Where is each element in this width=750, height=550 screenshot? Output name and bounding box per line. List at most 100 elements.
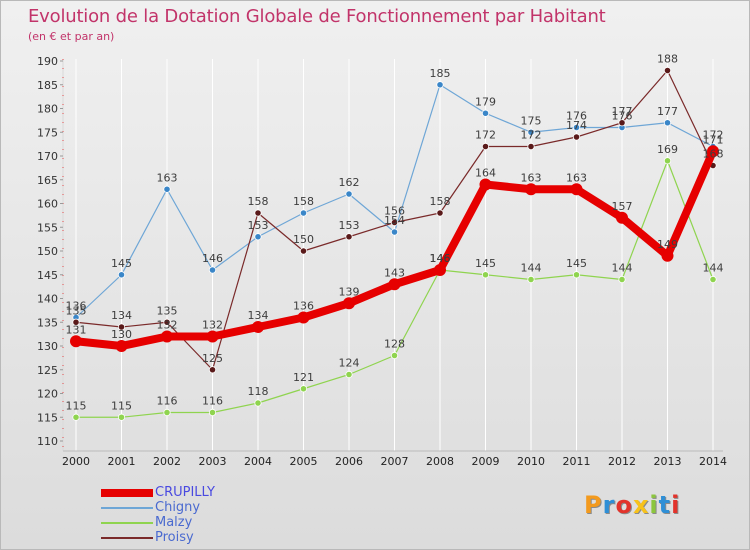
data-point-crupilly-2010 — [525, 183, 537, 196]
y-tick-label-160: 160 — [37, 198, 58, 211]
legend-swatch-chigny — [101, 507, 153, 509]
data-point-chigny-2003 — [208, 266, 217, 274]
y-tick-label-175: 175 — [37, 126, 58, 139]
data-label-crupilly-2005: 136 — [293, 300, 314, 313]
y-tick-label-170: 170 — [37, 150, 58, 163]
logo-letter: i — [671, 491, 681, 519]
data-label-chigny-2008: 185 — [430, 67, 451, 80]
data-point-malzy-2012 — [618, 275, 626, 284]
logo-letter: i — [649, 491, 659, 519]
x-tick-label-2001: 2001 — [108, 455, 136, 468]
data-point-proisy-2009 — [481, 142, 490, 151]
y-tick-label-155: 155 — [37, 221, 58, 234]
y-tick-label-140: 140 — [37, 293, 58, 306]
data-point-crupilly-2001 — [115, 340, 128, 352]
data-point-chigny-2009 — [481, 109, 490, 117]
data-label-proisy-2011: 174 — [566, 119, 587, 132]
data-label-malzy-2006: 124 — [339, 357, 360, 370]
data-point-crupilly-2005 — [297, 311, 310, 324]
data-label-crupilly-2002: 132 — [157, 319, 178, 332]
series-layer — [70, 66, 719, 421]
data-point-proisy-2005 — [299, 247, 308, 255]
data-label-proisy-2006: 153 — [339, 219, 360, 232]
data-point-malzy-2010 — [527, 275, 535, 284]
data-point-crupilly-2009 — [479, 178, 492, 191]
data-point-malzy-2005 — [299, 385, 308, 393]
data-point-malzy-2003 — [208, 408, 217, 417]
data-point-crupilly-2011 — [570, 183, 583, 196]
data-point-crupilly-2000 — [70, 335, 82, 348]
data-label-proisy-2009: 172 — [475, 129, 496, 142]
data-label-chigny-2005: 158 — [293, 195, 314, 208]
logo-letter: t — [658, 491, 672, 519]
data-point-proisy-2010 — [527, 142, 535, 151]
data-point-chigny-2008 — [436, 81, 444, 89]
legend-label-chigny: Chigny — [155, 500, 201, 515]
x-tick-label-2006: 2006 — [335, 455, 363, 468]
proxiti-logo: Proxiti — [584, 491, 680, 519]
data-label-chigny-2007: 154 — [384, 214, 405, 227]
legend-swatch-proisy — [101, 537, 153, 539]
data-point-chigny-2004 — [254, 233, 262, 241]
data-label-malzy-2003: 116 — [202, 395, 223, 408]
data-point-crupilly-2006 — [343, 297, 355, 310]
data-label-proisy-2013: 188 — [657, 53, 678, 66]
legend-label-malzy: Malzy — [155, 515, 193, 530]
data-label-malzy-2000: 115 — [66, 399, 87, 412]
legend-swatch-malzy — [101, 522, 153, 524]
data-point-proisy-2001 — [117, 323, 126, 331]
y-tick-label-145: 145 — [37, 269, 58, 282]
data-label-chigny-2003: 146 — [202, 252, 223, 265]
y-tick-label-180: 180 — [37, 103, 58, 116]
data-label-proisy-2007: 156 — [384, 205, 405, 218]
data-point-chigny-2005 — [299, 209, 308, 217]
data-point-malzy-2006 — [345, 370, 353, 379]
data-label-malzy-2002: 116 — [157, 395, 178, 408]
x-tick-label-2009: 2009 — [472, 455, 500, 468]
data-point-proisy-2007 — [390, 218, 399, 227]
y-tick-label-120: 120 — [37, 388, 58, 401]
data-label-chigny-2000: 136 — [66, 300, 87, 313]
data-point-chigny-2007 — [390, 228, 399, 236]
axes: 110 115 120 125 130 135 140 145 150 155 160 165 170 1… — [37, 55, 727, 468]
data-point-proisy-2012 — [618, 119, 626, 127]
y-tick-label-115: 115 — [37, 411, 58, 424]
data-point-malzy-2002 — [163, 408, 171, 417]
x-tick-label-2002: 2002 — [153, 455, 181, 468]
logo-letter: x — [632, 491, 650, 519]
legend-swatch-crupilly — [101, 489, 153, 497]
data-label-malzy-2009: 145 — [475, 257, 496, 270]
legend-label-proisy: Proisy — [155, 530, 194, 545]
y-tick-label-130: 130 — [37, 340, 58, 353]
data-label-malzy-2014: 144 — [703, 262, 724, 275]
data-point-malzy-2014 — [709, 275, 717, 284]
x-tick-label-2000: 2000 — [62, 455, 90, 468]
data-point-proisy-2004 — [254, 209, 262, 217]
data-label-crupilly-2014: 171 — [703, 133, 724, 146]
data-label-crupilly-2003: 132 — [202, 319, 223, 332]
data-point-crupilly-2004 — [252, 321, 264, 333]
logo-letter: r — [602, 491, 616, 519]
chart-subtitle: (en € et par an) — [28, 30, 115, 43]
data-point-malzy-2009 — [481, 271, 490, 279]
data-label-malzy-2007: 128 — [384, 338, 405, 351]
data-label-crupilly-2004: 134 — [248, 309, 269, 322]
data-point-crupilly-2008 — [434, 264, 446, 276]
logo-letter: o — [615, 491, 633, 519]
data-label-chigny-2002: 163 — [157, 171, 178, 184]
data-label-malzy-2011: 145 — [566, 257, 587, 270]
data-label-chigny-2014: 172 — [703, 129, 724, 142]
data-label-crupilly-2011: 163 — [566, 171, 587, 184]
data-label-crupilly-2013: 149 — [657, 238, 678, 251]
data-point-crupilly-2003 — [206, 330, 219, 343]
data-point-malzy-2013 — [663, 157, 672, 165]
data-label-crupilly-2012: 157 — [612, 200, 633, 213]
data-label-crupilly-2001: 130 — [111, 328, 132, 341]
y-tick-label-135: 135 — [37, 316, 58, 329]
legend-label-crupilly: CRUPILLY — [155, 485, 215, 500]
data-point-malzy-2001 — [117, 413, 126, 421]
data-point-proisy-2000 — [72, 318, 80, 326]
x-tick-label-2011: 2011 — [563, 455, 591, 468]
